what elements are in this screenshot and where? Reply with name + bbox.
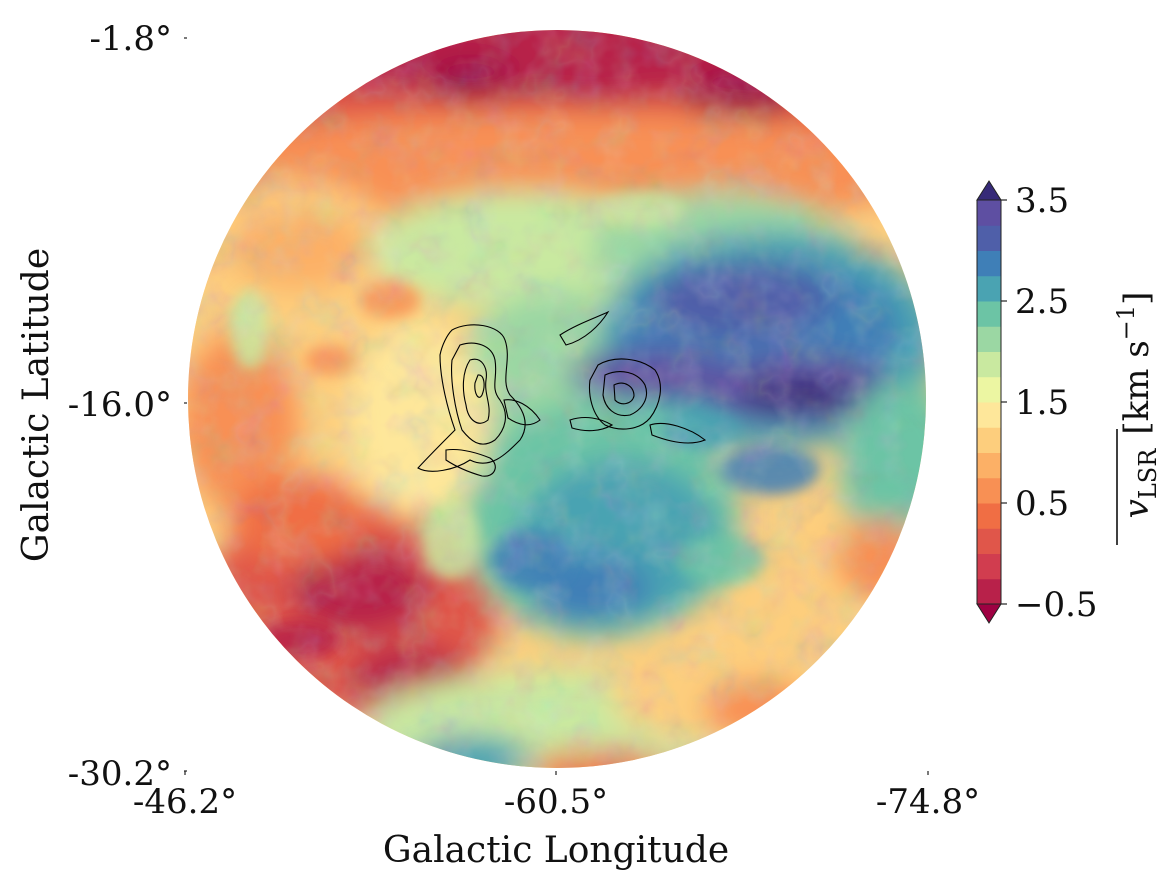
- colorbar-level-block: [977, 225, 1001, 251]
- colorbar: 3.5 2.5 1.5 0.5 −0.5: [976, 180, 1098, 625]
- colorbar-level-block: [977, 553, 1001, 580]
- x-axis-label: Galactic Longitude: [383, 830, 729, 871]
- colorbar-ticks: 3.5 2.5 1.5 0.5 −0.5: [1001, 181, 1098, 625]
- colorbar-tick-label: −0.5: [1015, 585, 1098, 625]
- colorbar-level-block: [977, 528, 1001, 554]
- colorbar-level-block: [977, 301, 1001, 327]
- velocity-map: [188, 30, 926, 768]
- colorbar-label-units: [km s: [1117, 340, 1157, 434]
- colorbar-level-block: [977, 326, 1001, 352]
- y-tick-label-middle: -16.0°: [68, 385, 172, 425]
- colorbar-label-symbol: v: [1117, 499, 1157, 518]
- colorbar-level-block: [977, 275, 1001, 302]
- contour-right-cloud: [559, 310, 707, 444]
- colorbar-label-subscript: LSR: [1134, 448, 1162, 499]
- x-tick-label-left: -46.2°: [133, 782, 237, 822]
- colorbar-level-block: [977, 250, 1001, 277]
- colorbar-label-exponent: −1: [1112, 305, 1140, 340]
- colorbar-level-block: [977, 200, 1001, 226]
- colorbar-level-block: [977, 578, 1001, 605]
- colorbar-level-block: [977, 376, 1001, 403]
- colorbar-tick-label: 3.5: [1015, 181, 1069, 221]
- colorbar-tick-label: 1.5: [1015, 383, 1069, 423]
- colorbar-label-bracket: ]: [1117, 292, 1157, 305]
- colorbar-level-block: [977, 503, 1001, 529]
- colorbar-level-block: [977, 351, 1001, 378]
- contour-left-cloud: [417, 324, 541, 477]
- colorbar-top-extend: [976, 180, 1002, 201]
- colorbar-level-block: [977, 452, 1001, 479]
- colorbar-bottom-extend: [976, 603, 1002, 624]
- colorbar-tick-label: 2.5: [1015, 282, 1069, 322]
- colorbar-level-block: [977, 427, 1001, 453]
- colorbar-label: vLSR [km s−1]: [1112, 292, 1162, 545]
- colorbar-tick-label: 0.5: [1015, 484, 1069, 524]
- colorbar-label-text: vLSR [km s−1]: [1112, 292, 1162, 519]
- y-axis-label: Galactic Latitude: [16, 248, 57, 562]
- colorbar-blocks: [977, 200, 1001, 605]
- axis-ticks: [184, 37, 929, 775]
- y-tick-label-top: -1.8°: [89, 19, 172, 59]
- colorbar-level-block: [977, 402, 1001, 428]
- colorbar-level-block: [977, 477, 1001, 504]
- x-tick-label-right: -74.8°: [876, 782, 980, 822]
- y-tick-label-bottom: -30.2°: [68, 754, 172, 794]
- x-tick-label-middle: -60.5°: [504, 782, 608, 822]
